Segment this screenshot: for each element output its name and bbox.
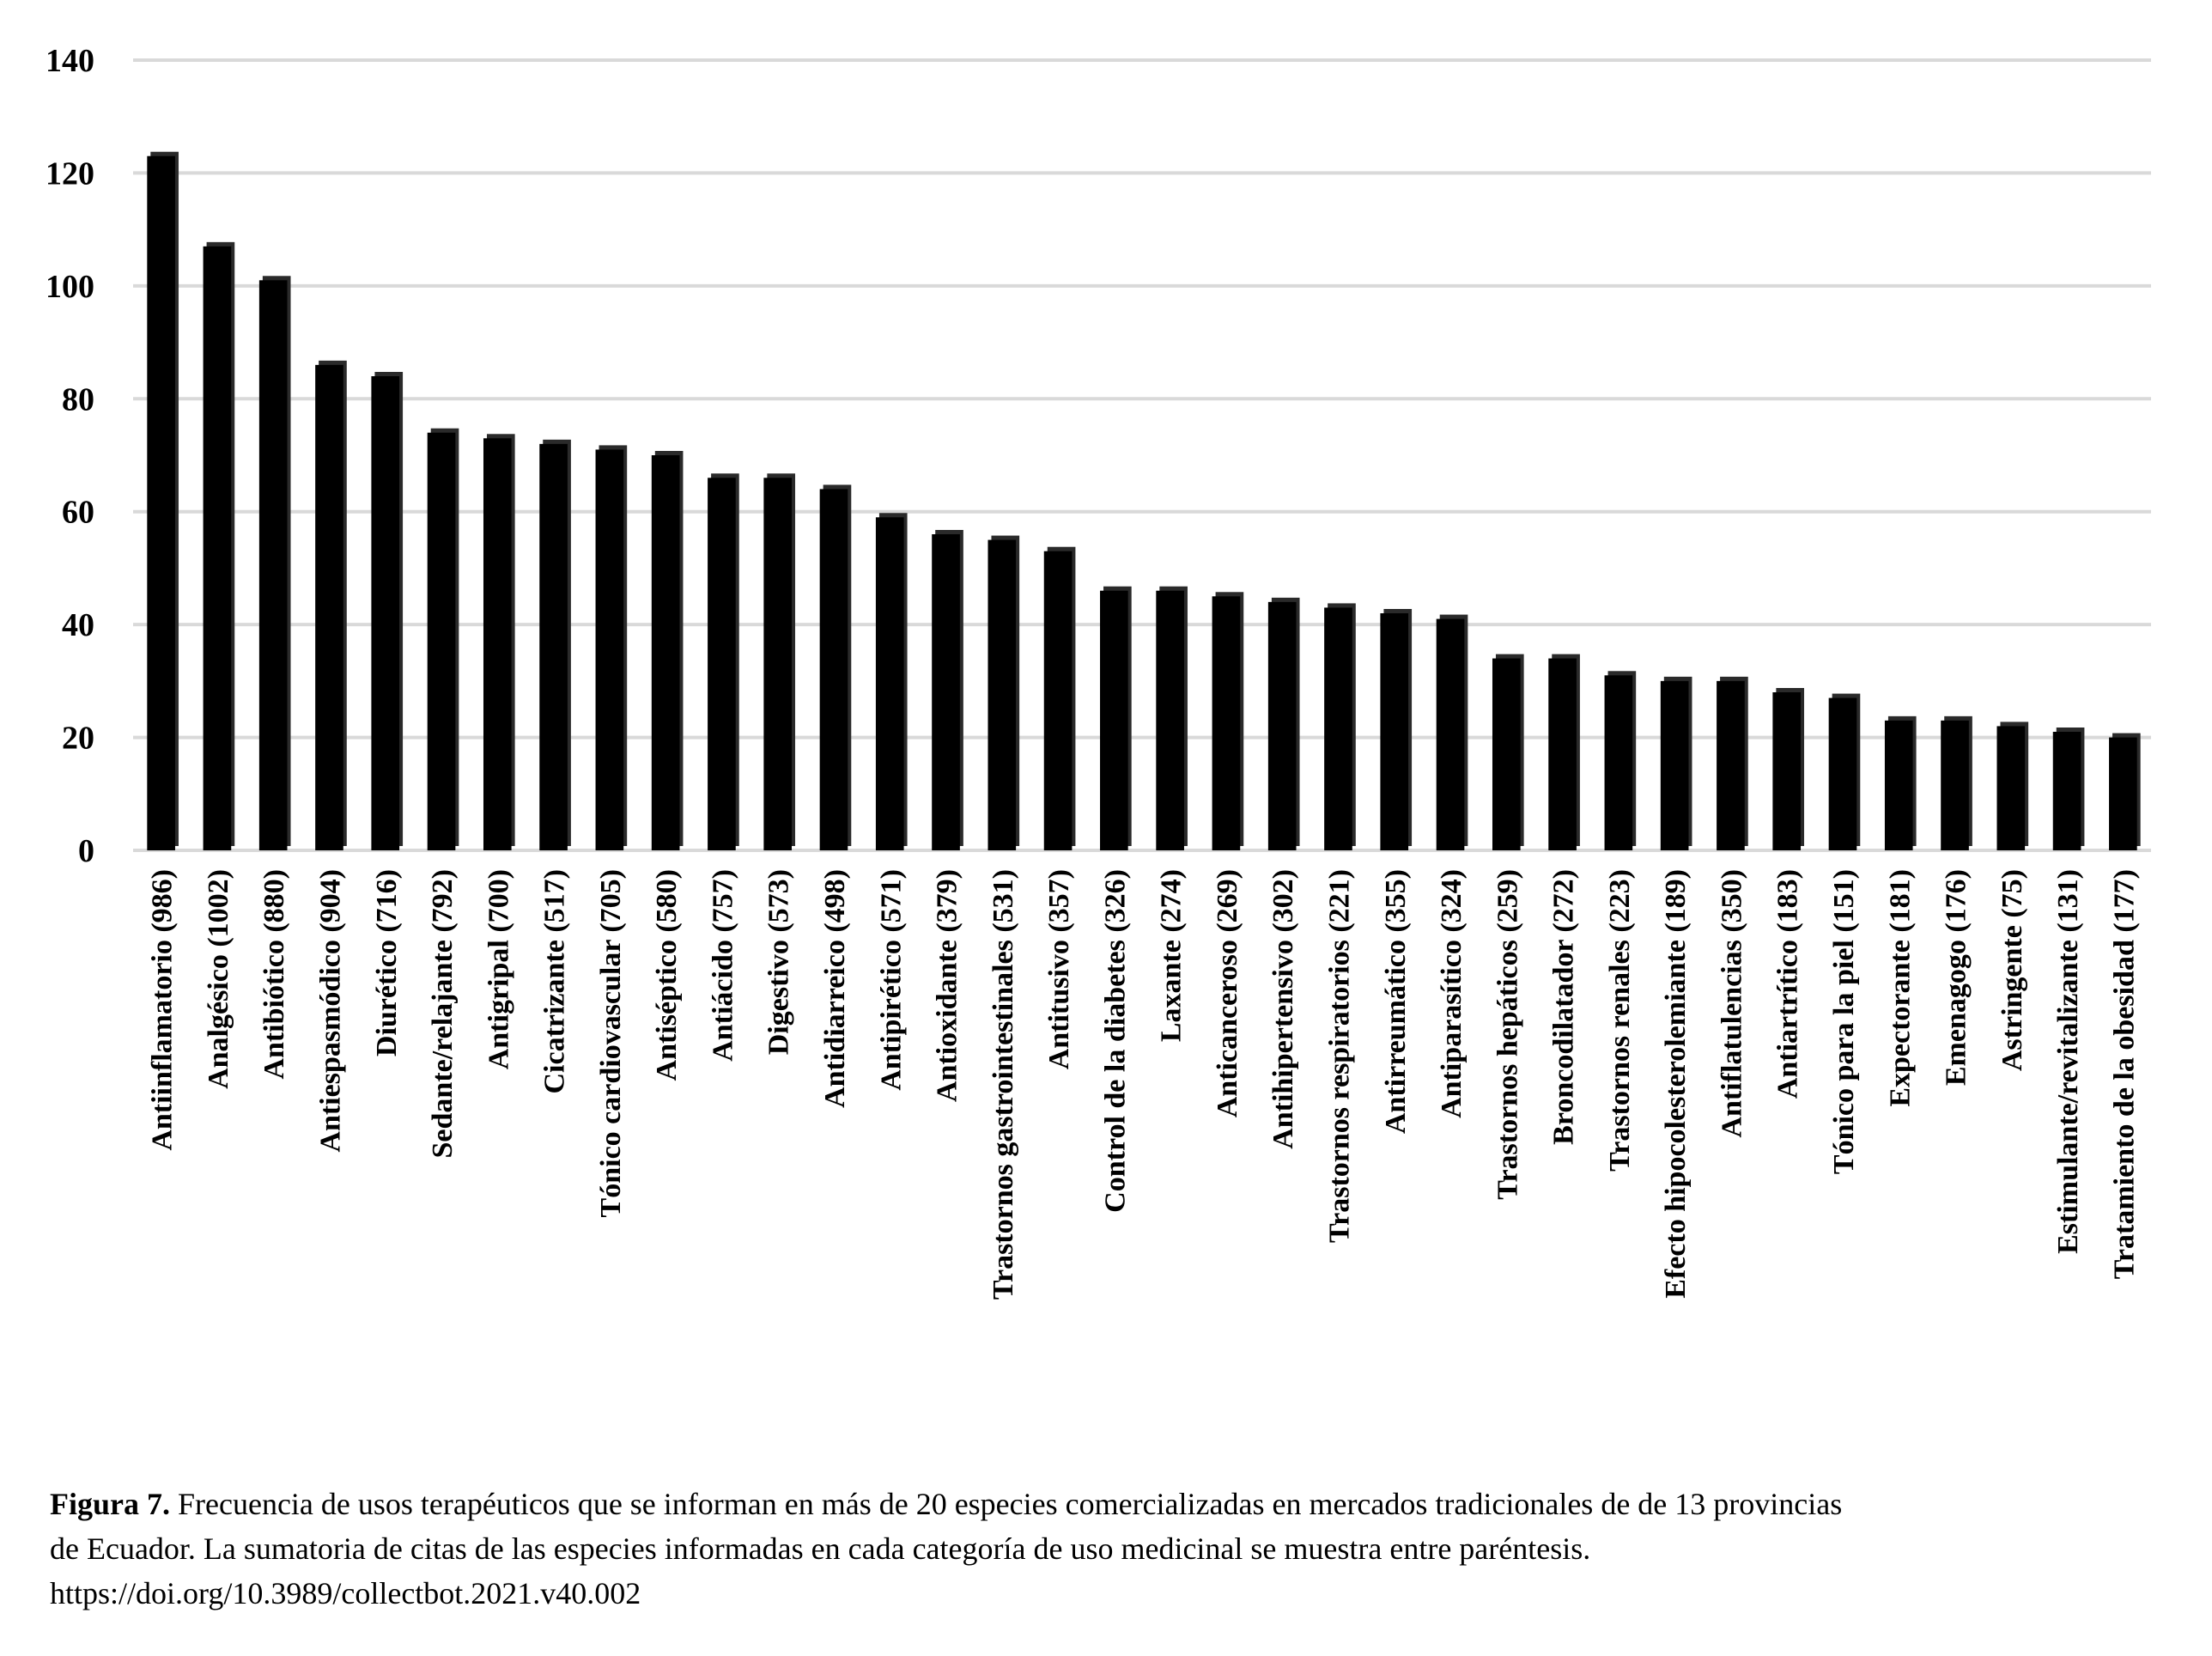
x-tick-label: Antiflatulencias (350) [1716, 869, 1747, 1138]
x-axis: Antiinflamatorio (986) Analgésico (1002) A… [147, 869, 2141, 1300]
bar [708, 478, 736, 850]
x-tick-label: Antigripal (700) [483, 869, 514, 1069]
x-tick-label: Trastornos respiratorios (221) [1323, 869, 1355, 1243]
x-tick-label: Trastornos renales (223) [1604, 869, 1636, 1172]
bar [539, 443, 568, 850]
bar [258, 280, 288, 850]
x-tick-label: Digestivo (573) [763, 869, 795, 1055]
bar [1996, 726, 2026, 850]
figure-caption: Figura 7. Frecuencia de usos terapéutico… [50, 1482, 2188, 1616]
bar [1100, 590, 1128, 850]
caption-line-1: Figura 7. Frecuencia de usos terapéutico… [50, 1482, 2188, 1526]
bar [1828, 697, 1857, 850]
y-tick-label: 100 [46, 269, 94, 305]
caption-lead: Figura 7. [50, 1487, 170, 1521]
bar [763, 478, 793, 850]
bar [988, 539, 1017, 850]
y-tick-label: 0 [78, 833, 94, 869]
x-tick-label: Diurético (716) [371, 869, 403, 1056]
bar [203, 246, 232, 850]
bar [427, 432, 456, 850]
x-tick-label: Antiparasítico (324) [1436, 869, 1468, 1118]
x-tick-label: Antiinflamatorio (986) [147, 869, 179, 1151]
x-tick-label: Emenagogo (176) [1941, 869, 1972, 1086]
bar [1492, 658, 1521, 850]
bar [315, 364, 343, 850]
x-tick-label: Antiespasmódico (904) [314, 869, 346, 1153]
bar-chart-figure: 0 20 40 60 80 100 120 140 Antiinflamatorio (986… [46, 43, 2151, 1300]
x-tick-label: Control de la diabetes (326) [1099, 869, 1131, 1213]
x-tick-label: Broncodilatador (272) [1548, 869, 1580, 1145]
x-tick-label: Antihipertensivo (302) [1267, 869, 1299, 1149]
x-tick-label: Analgésico (1002) [203, 869, 234, 1089]
x-tick-label: Expectorante (181) [1884, 869, 1916, 1107]
bar [483, 438, 512, 850]
y-tick-label: 60 [62, 495, 94, 531]
x-tick-label: Tratamiento de la obesidad (177) [2108, 869, 2140, 1279]
bar [1941, 720, 1969, 850]
bar [2052, 732, 2081, 850]
bar [1772, 692, 1802, 850]
bar-chart: 0 20 40 60 80 100 120 140 Antiinflamatorio (986… [46, 43, 2151, 1300]
x-tick-label: Tónico cardiovascular (705) [595, 869, 627, 1217]
bar [1043, 551, 1073, 850]
bar [371, 376, 400, 850]
bar [819, 489, 848, 850]
y-tick-label: 40 [62, 607, 94, 643]
x-tick-label: Sedante/relajante (792) [427, 869, 459, 1158]
gridlines [133, 58, 2151, 852]
x-tick-label: Antitusivo (357) [1043, 869, 1075, 1069]
bar [1604, 675, 1633, 850]
bar [1548, 658, 1577, 850]
y-tick-label: 80 [62, 381, 94, 417]
caption-line-2: de Ecuador. La sumatoria de citas de las… [50, 1531, 1591, 1566]
bar [1267, 601, 1297, 850]
bar [1884, 720, 1913, 850]
bar [147, 155, 175, 850]
x-tick-label: Antiácido (757) [707, 869, 738, 1062]
y-axis: 0 20 40 60 80 100 120 140 [46, 43, 94, 869]
bar [1156, 590, 1184, 850]
bar [651, 455, 680, 850]
x-tick-label: Anticanceroso (269) [1212, 869, 1243, 1117]
x-tick-label: Antiartrítico (183) [1772, 869, 1804, 1099]
x-tick-label: Antioxidante (379) [932, 869, 963, 1102]
caption-doi: https://doi.org/10.3989/collectbot.2021.… [50, 1576, 641, 1610]
x-tick-label: Trastornos hepáticos (259) [1492, 869, 1523, 1200]
bar [1436, 618, 1465, 850]
x-tick-label: Cicatrizante (517) [539, 869, 571, 1094]
bar [1717, 680, 1745, 850]
x-tick-label: Antibiótico (880) [258, 869, 290, 1080]
bar [1660, 680, 1689, 850]
bar [875, 517, 904, 850]
x-tick-label: Estimulante/revitalizante (131) [2052, 869, 2084, 1254]
bar [2109, 737, 2137, 850]
x-tick-label: Tónico para la piel (151) [1828, 869, 1860, 1174]
x-tick-label: Antirreumático (355) [1380, 869, 1412, 1134]
x-tick-label: Antidiarreico (498) [819, 869, 851, 1108]
x-tick-label: Laxante (274) [1156, 869, 1188, 1042]
bar [1212, 596, 1241, 850]
bars [147, 151, 2141, 850]
y-tick-label: 140 [46, 43, 94, 79]
bar [932, 534, 960, 850]
x-tick-label: Astringente (75) [1996, 869, 2028, 1071]
x-tick-label: Trastornos gastrointestinales (531) [988, 869, 1019, 1300]
bar [595, 449, 624, 850]
bar [1324, 607, 1352, 850]
caption-text-1: Frecuencia de usos terapéuticos que se i… [170, 1487, 1843, 1521]
x-tick-label: Efecto hipocolesterolemiante (189) [1660, 869, 1692, 1299]
x-tick-label: Antiséptico (580) [651, 869, 683, 1081]
bar [1380, 613, 1409, 850]
x-tick-label: Antipirético (571) [875, 869, 907, 1091]
y-tick-label: 120 [46, 155, 94, 192]
y-tick-label: 20 [62, 721, 94, 757]
